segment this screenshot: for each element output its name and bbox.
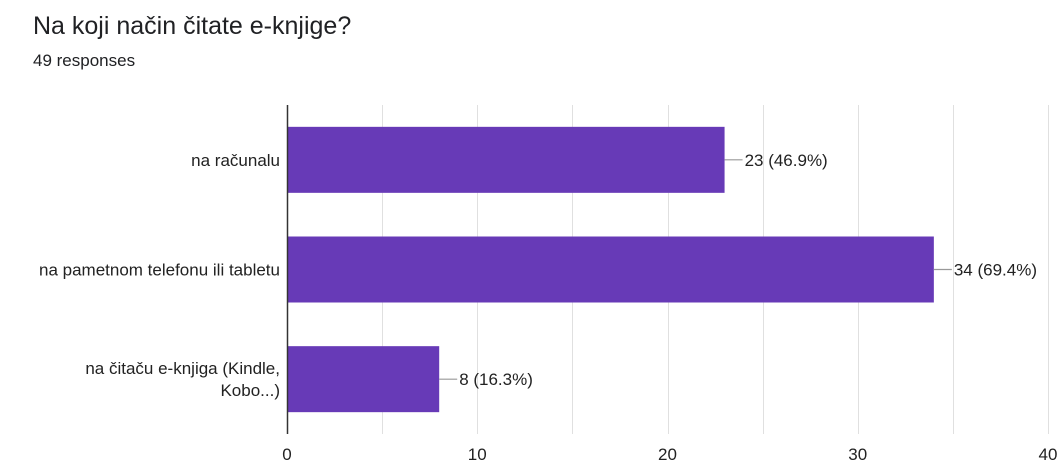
response-count: 49 responses <box>33 51 136 70</box>
x-tick-label: 30 <box>848 445 867 461</box>
category-label: Kobo...) <box>220 381 280 400</box>
data-labels: 23 (46.9%) 34 (69.4%) 8 (16.3%) <box>459 151 1037 389</box>
bar <box>287 346 440 413</box>
chart-title: Na koji način čitate e-knjige? <box>33 12 352 40</box>
category-label: na pametnom telefonu ili tabletu <box>39 261 280 280</box>
x-tick-label: 40 <box>1039 445 1058 461</box>
bar <box>287 126 725 193</box>
bars <box>287 126 934 413</box>
x-tick-label: 10 <box>468 445 487 461</box>
category-label: na računalu <box>191 151 280 170</box>
data-label: 23 (46.9%) <box>745 151 828 170</box>
bar <box>287 236 934 303</box>
data-label: 34 (69.4%) <box>954 261 1037 280</box>
data-label-connectors <box>439 159 952 380</box>
data-label: 8 (16.3%) <box>459 370 533 389</box>
x-tick-label: 0 <box>282 445 291 461</box>
x-axis-ticks: 0 10 20 30 40 <box>282 445 1057 461</box>
x-tick-label: 20 <box>658 445 677 461</box>
category-label: na čitaču e-knjiga (Kindle, <box>85 359 280 378</box>
category-labels: na računalu na pametnom telefonu ili tabl… <box>39 151 280 400</box>
